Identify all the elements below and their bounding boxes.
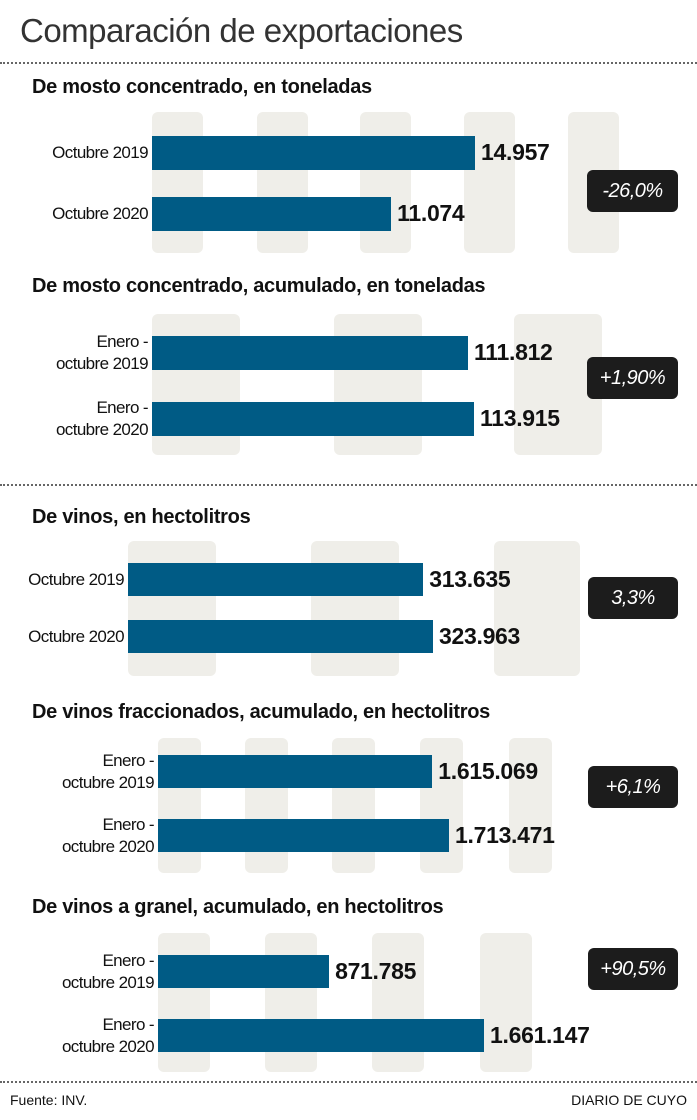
grid-column bbox=[257, 112, 308, 253]
value-label: 313.635 bbox=[429, 566, 511, 592]
value-label: 1.661.147 bbox=[490, 1022, 590, 1048]
chart-title: De vinos, en hectolitros bbox=[32, 506, 251, 528]
chart-title: De vinos a granel, acumulado, en hectoli… bbox=[32, 896, 444, 918]
brand-credit: DIARIO DE CUYO bbox=[571, 1092, 687, 1108]
grid-column bbox=[509, 738, 552, 873]
grid-column bbox=[128, 541, 216, 676]
bar bbox=[152, 197, 392, 231]
chart-title: De mosto concentrado, en toneladas bbox=[32, 76, 372, 98]
change-badge: 3,3% bbox=[588, 577, 678, 619]
bar bbox=[128, 563, 424, 596]
change-badge: +90,5% bbox=[588, 948, 678, 990]
value-label: 1.615.069 bbox=[438, 758, 538, 784]
value-label: 11.074 bbox=[397, 200, 465, 226]
divider bbox=[0, 1081, 697, 1083]
bar bbox=[128, 620, 433, 653]
grid-column bbox=[152, 112, 203, 253]
bar bbox=[152, 136, 475, 170]
category-label: Enero - octubre 2020 bbox=[61, 814, 155, 856]
change-badge: +1,90% bbox=[587, 357, 678, 399]
value-label: 323.963 bbox=[439, 623, 521, 649]
grid-column bbox=[360, 112, 411, 253]
bar bbox=[152, 402, 474, 436]
category-label: Enero - octubre 2020 bbox=[61, 1014, 155, 1056]
category-label: Octubre 2020 bbox=[52, 204, 148, 223]
category-label: Enero - octubre 2019 bbox=[61, 750, 155, 792]
divider bbox=[0, 62, 697, 64]
source-note: Fuente: INV. bbox=[10, 1092, 88, 1108]
change-badge: -26,0% bbox=[587, 170, 678, 212]
value-label: 113.915 bbox=[480, 405, 560, 431]
divider bbox=[0, 484, 697, 486]
bar bbox=[158, 955, 330, 988]
page-title: Comparación de exportaciones bbox=[20, 12, 463, 49]
value-label: 871.785 bbox=[335, 958, 417, 984]
category-label: Enero - octubre 2019 bbox=[61, 950, 155, 992]
grid-column bbox=[464, 112, 515, 253]
chart-title: De mosto concentrado, acumulado, en tone… bbox=[32, 275, 486, 297]
grid-column bbox=[311, 541, 399, 676]
value-label: 111.812 bbox=[474, 339, 553, 365]
category-label: Octubre 2020 bbox=[28, 626, 124, 646]
bar bbox=[158, 819, 449, 852]
category-label: Octubre 2019 bbox=[52, 143, 148, 162]
grid-column bbox=[480, 933, 532, 1072]
bar bbox=[152, 336, 469, 370]
category-label: Octubre 2019 bbox=[28, 569, 124, 589]
value-label: 14.957 bbox=[481, 139, 550, 165]
grid-column bbox=[494, 541, 580, 676]
value-label: 1.713.471 bbox=[455, 822, 555, 848]
category-label: Enero - octubre 2019 bbox=[55, 332, 149, 373]
bar bbox=[158, 1019, 484, 1052]
chart-title: De vinos fraccionados, acumulado, en hec… bbox=[32, 701, 490, 723]
bar bbox=[158, 755, 433, 788]
change-badge: +6,1% bbox=[588, 766, 678, 808]
category-label: Enero - octubre 2020 bbox=[55, 398, 149, 439]
